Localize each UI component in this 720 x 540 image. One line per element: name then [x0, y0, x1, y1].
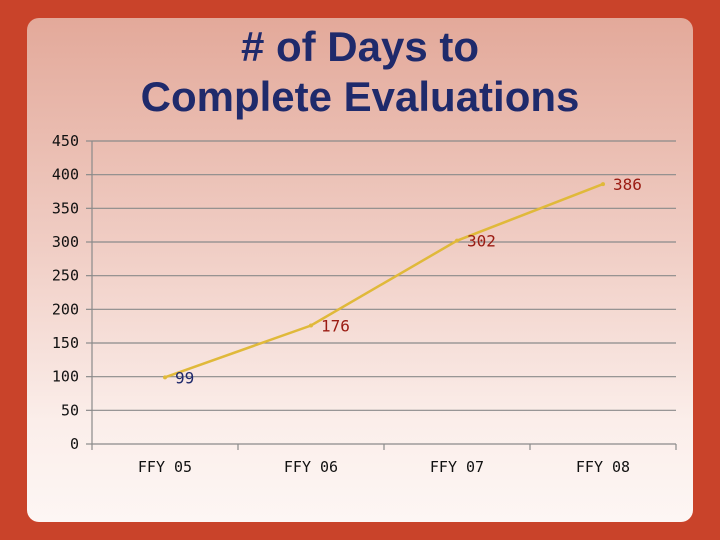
y-tick-label-250: 250 [52, 267, 79, 285]
data-point-0 [163, 375, 167, 380]
slide: # of Days to Complete Evaluations [27, 18, 693, 522]
y-tick-label-150: 150 [52, 334, 79, 352]
x-tick-label-1: FFY 06 [284, 458, 338, 476]
y-tick-label-50: 50 [61, 401, 79, 419]
series-line-0 [164, 182, 604, 379]
y-tick-label-350: 350 [52, 199, 79, 217]
y-tick-label-400: 400 [52, 166, 79, 184]
data-label-0: 99 [175, 368, 194, 387]
y-tick-label-200: 200 [52, 300, 79, 318]
y-tick-label-0: 0 [70, 435, 79, 453]
data-label-3: 386 [613, 175, 642, 194]
data-point-2 [455, 238, 459, 243]
y-tick-label-300: 300 [52, 233, 79, 251]
y-tick-label-100: 100 [52, 368, 79, 386]
data-point-3 [601, 182, 605, 187]
data-label-2: 302 [467, 232, 496, 251]
x-tick-label-0: FFY 05 [138, 458, 192, 476]
chart-title-line-1: # of Days to [240, 23, 480, 70]
chart-title-line-2: Complete Evaluations [140, 73, 580, 120]
data-point-1 [309, 323, 313, 328]
x-tick-label-2: FFY 07 [430, 458, 484, 476]
data-label-1: 176 [321, 316, 350, 335]
chart-title: # of Days to Complete Evaluations [27, 18, 693, 122]
x-tick-label-3: FFY 08 [576, 458, 630, 476]
y-tick-label-450: 450 [52, 132, 79, 150]
